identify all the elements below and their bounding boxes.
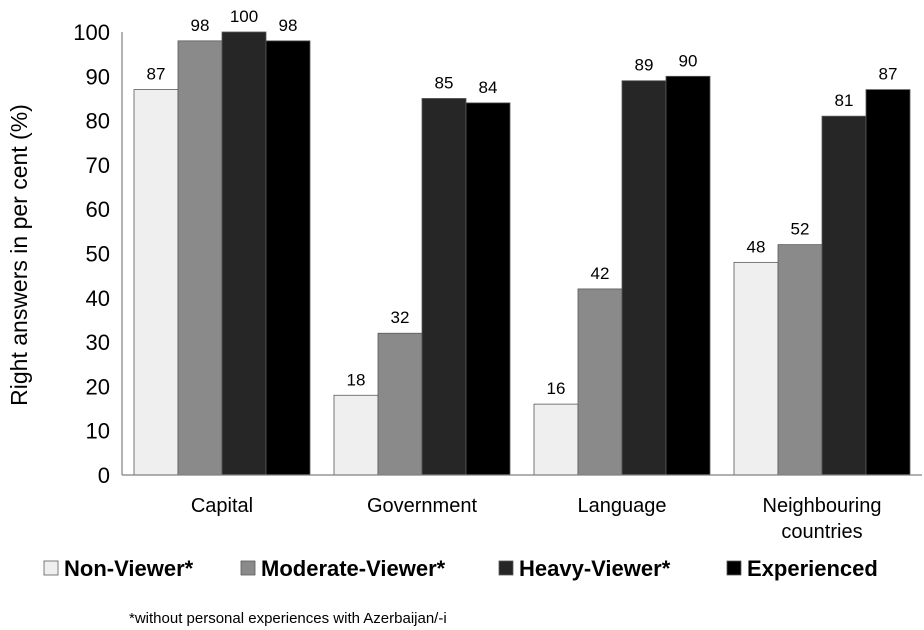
y-axis: 0 10 20 30 40 50 60 70 80 90 100 [73,20,123,488]
bar [177,40,223,476]
legend-swatch [726,560,742,576]
y-tick-label: 70 [86,153,110,178]
x-category-label: Language [578,495,667,517]
data-label: 98 [191,16,210,35]
y-tick-label: 100 [73,20,110,45]
legend-label: Experienced [747,556,878,581]
data-label: 100 [230,7,258,26]
footnote: *without personal experiences with Azerb… [129,610,447,627]
bar [777,244,823,476]
data-label: 87 [147,65,166,84]
y-tick-label: 60 [86,197,110,222]
bar [465,102,511,476]
bar [133,89,179,476]
data-label: 48 [747,237,766,256]
bar [533,403,579,476]
y-tick-label: 40 [86,286,110,311]
legend-label: Non-Viewer* [64,556,194,581]
bar [265,40,311,476]
bar [665,75,711,476]
bar [821,115,867,476]
x-category-label: Government [367,495,477,517]
data-label: 52 [791,220,810,239]
legend-swatch [498,560,514,576]
data-label: 16 [547,379,566,398]
data-label: 32 [391,308,410,327]
data-label: 81 [835,91,854,110]
bar [377,332,423,476]
y-tick-label: 90 [86,64,110,89]
x-category-label: Neighbouring [763,495,882,517]
data-label: 85 [435,73,454,92]
data-label: 84 [479,78,498,97]
data-label: 87 [879,65,898,84]
bar [621,80,667,476]
bar [333,394,379,476]
bar [221,31,267,476]
legend: Non-Viewer* Moderate-Viewer* Heavy-Viewer*… [43,556,878,581]
y-tick-label: 10 [86,419,110,444]
y-tick-label: 0 [98,463,110,488]
x-category-label: countries [781,521,862,543]
bars [133,31,911,476]
legend-label: Moderate-Viewer* [261,556,446,581]
bar [865,89,911,476]
bar [421,98,467,476]
legend-swatch [240,560,256,576]
y-axis-title: Right answers in per cent (%) [6,104,32,406]
y-tick-label: 30 [86,330,110,355]
data-label: 89 [635,56,654,75]
y-tick-label: 20 [86,374,110,399]
data-label: 98 [279,16,298,35]
data-label: 42 [591,264,610,283]
y-tick-label: 50 [86,242,110,267]
legend-swatch [43,560,59,576]
data-label: 18 [347,370,366,389]
data-label: 90 [679,51,698,70]
x-category-label: Capital [191,495,253,517]
bar [733,261,779,476]
bar [577,288,623,476]
y-tick-label: 80 [86,109,110,134]
x-axis: Capital Government Language Neighbouring cou… [122,474,922,543]
legend-label: Heavy-Viewer* [519,556,671,581]
data-labels: 87 98 100 98 18 32 85 84 16 42 89 90 48 52 81 87 [147,7,898,398]
